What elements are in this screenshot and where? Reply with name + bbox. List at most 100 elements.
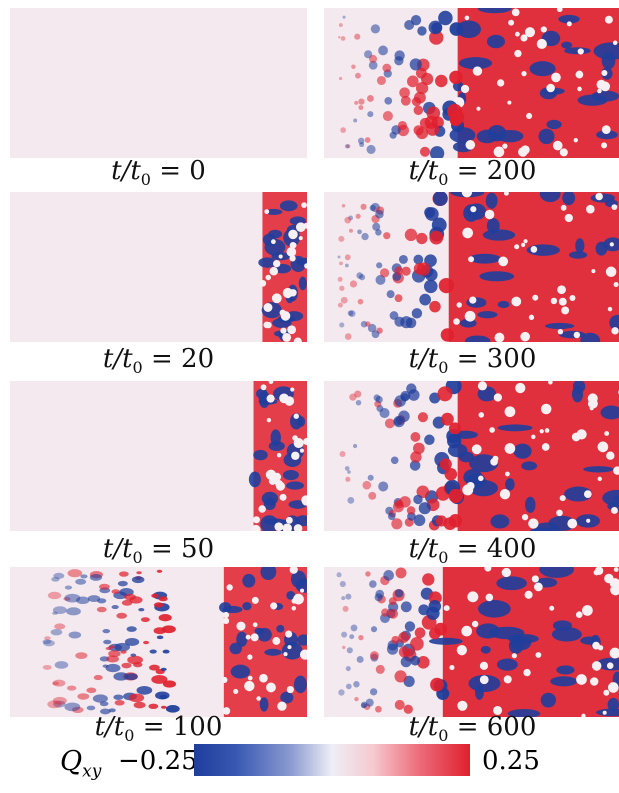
defect-hole xyxy=(443,605,450,612)
droplet xyxy=(349,393,357,401)
droplet xyxy=(449,70,463,85)
droplet xyxy=(42,664,52,670)
droplet xyxy=(340,36,346,41)
negative-domain xyxy=(497,300,510,309)
defect-hole xyxy=(612,40,618,46)
droplet xyxy=(375,664,385,674)
negative-domain xyxy=(298,276,307,291)
droplet xyxy=(404,621,416,632)
defect-hole xyxy=(289,255,296,262)
droplet xyxy=(53,572,65,579)
defect-hole xyxy=(611,204,618,210)
defect-hole xyxy=(609,242,614,247)
colorbar-gradient xyxy=(194,744,470,776)
defect-hole xyxy=(245,634,251,640)
droplet xyxy=(47,700,62,709)
defect-hole xyxy=(587,393,598,404)
defect-hole xyxy=(561,306,570,315)
defect-hole xyxy=(287,325,297,335)
defect-hole xyxy=(251,596,259,604)
defect-hole xyxy=(471,444,482,455)
droplet xyxy=(395,567,407,579)
defect-hole xyxy=(536,38,547,50)
defect-hole xyxy=(524,590,533,599)
negative-domain xyxy=(253,449,268,461)
panel-t0 xyxy=(10,8,307,158)
panel-label: t/t0 = 300 xyxy=(408,344,537,378)
droplet xyxy=(378,45,388,56)
defect-hole xyxy=(567,518,578,529)
defect-hole xyxy=(269,267,279,276)
defect-hole xyxy=(263,303,273,312)
negative-domain xyxy=(485,192,498,209)
negative-domain xyxy=(548,515,576,531)
droplet xyxy=(72,706,84,714)
defect-hole xyxy=(466,481,475,490)
defect-hole xyxy=(290,242,297,248)
droplet xyxy=(89,574,103,581)
droplet xyxy=(410,655,421,666)
defect-hole xyxy=(274,522,284,531)
droplet xyxy=(151,674,168,684)
droplet xyxy=(429,230,444,245)
defect-hole xyxy=(566,21,572,27)
droplet xyxy=(66,685,77,691)
negative-domain xyxy=(525,496,536,513)
droplet xyxy=(75,578,87,585)
negative-domain xyxy=(521,461,538,471)
negative-domain xyxy=(281,641,303,660)
negative-domain xyxy=(564,47,591,55)
droplet xyxy=(416,232,428,245)
droplet xyxy=(116,612,127,619)
droplet xyxy=(125,673,138,681)
defect-hole xyxy=(293,524,303,531)
droplet xyxy=(398,646,411,658)
defect-hole xyxy=(523,668,531,677)
defect-hole xyxy=(520,331,530,342)
droplet xyxy=(52,696,67,705)
defect-hole xyxy=(251,524,261,531)
defect-hole xyxy=(549,605,555,611)
droplet xyxy=(347,496,355,504)
droplet xyxy=(64,585,73,590)
droplet xyxy=(350,624,358,632)
defect-hole xyxy=(493,146,505,158)
defect-hole xyxy=(601,69,608,76)
droplet xyxy=(340,296,348,304)
panel-t600 xyxy=(324,567,619,717)
defect-hole xyxy=(511,653,517,659)
defect-hole xyxy=(606,451,615,460)
droplet xyxy=(448,488,463,504)
droplet xyxy=(120,650,127,654)
droplet xyxy=(338,36,341,39)
droplet xyxy=(426,122,440,136)
droplet xyxy=(342,645,346,650)
defect-hole xyxy=(523,239,528,244)
droplet xyxy=(440,412,454,426)
droplet xyxy=(366,144,376,155)
defect-hole xyxy=(581,713,586,717)
droplet xyxy=(429,627,441,640)
droplet xyxy=(337,276,343,282)
panel-t300 xyxy=(324,192,619,342)
defect-hole xyxy=(524,27,536,38)
droplet xyxy=(357,229,362,235)
defect-hole xyxy=(546,83,555,93)
defect-hole xyxy=(493,705,503,715)
droplet xyxy=(127,655,143,665)
defect-hole xyxy=(247,654,253,660)
droplet xyxy=(360,702,367,709)
droplet xyxy=(390,456,399,465)
defect-hole xyxy=(559,495,566,502)
defect-hole xyxy=(293,337,302,342)
defect-hole xyxy=(521,71,527,77)
defect-hole xyxy=(270,602,278,610)
droplet xyxy=(136,685,153,695)
droplet xyxy=(432,192,448,206)
droplet xyxy=(382,111,393,122)
droplet xyxy=(397,120,407,131)
defect-hole xyxy=(501,567,511,578)
defect-hole xyxy=(299,448,305,453)
negative-domain xyxy=(260,567,277,581)
defect-hole xyxy=(477,381,487,391)
